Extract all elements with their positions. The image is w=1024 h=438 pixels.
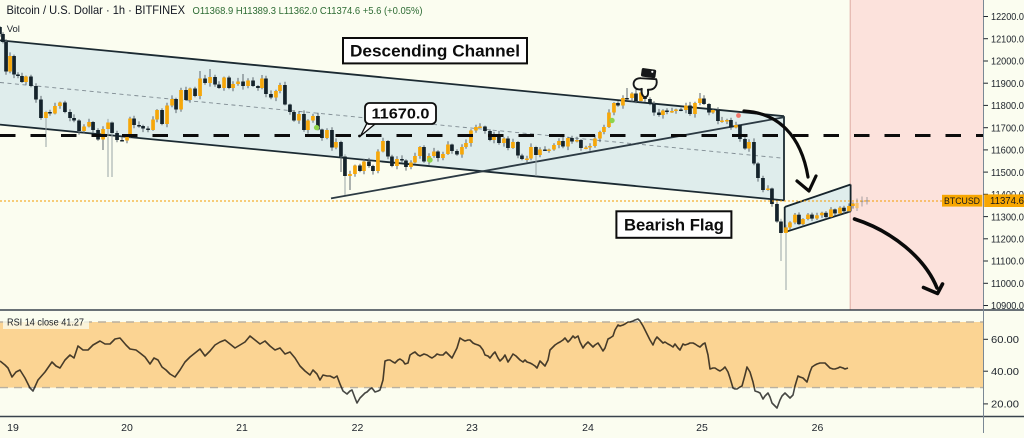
svg-text:11500.0: 11500.0 bbox=[991, 167, 1024, 179]
svg-text:11300.0: 11300.0 bbox=[991, 211, 1024, 223]
svg-text:11200.0: 11200.0 bbox=[991, 234, 1024, 246]
svg-text:21: 21 bbox=[236, 422, 248, 433]
svg-text:Descending Channel: Descending Channel bbox=[350, 43, 520, 61]
svg-text:Bearish Flag: Bearish Flag bbox=[624, 217, 724, 235]
svg-text:19: 19 bbox=[7, 422, 19, 433]
svg-text:Bitcoin / U.S. Dollar · 1h · B: Bitcoin / U.S. Dollar · 1h · BITFINEX bbox=[7, 3, 186, 17]
svg-text:60.00: 60.00 bbox=[991, 334, 1019, 346]
svg-text:Vol: Vol bbox=[7, 24, 20, 35]
svg-text:11100.0: 11100.0 bbox=[991, 256, 1024, 268]
svg-text:23: 23 bbox=[466, 422, 478, 433]
svg-text:12200.0: 12200.0 bbox=[991, 11, 1024, 23]
svg-text:12100.0: 12100.0 bbox=[991, 33, 1024, 45]
svg-text:11700.0: 11700.0 bbox=[991, 122, 1024, 134]
svg-text:11000.0: 11000.0 bbox=[991, 278, 1024, 290]
svg-text:11600.0: 11600.0 bbox=[991, 145, 1024, 157]
svg-text:26: 26 bbox=[812, 422, 824, 433]
svg-text:11670.0: 11670.0 bbox=[372, 107, 430, 123]
svg-text:11900.0: 11900.0 bbox=[991, 78, 1024, 90]
svg-text:20: 20 bbox=[121, 422, 133, 433]
svg-text:BTCUSD: BTCUSD bbox=[944, 196, 980, 207]
svg-text:22: 22 bbox=[352, 422, 364, 433]
svg-text:12000.0: 12000.0 bbox=[991, 56, 1024, 68]
svg-text:10900.0: 10900.0 bbox=[991, 300, 1024, 312]
svg-text:20.00: 20.00 bbox=[991, 399, 1019, 411]
svg-text:RSI 14 close 41.27: RSI 14 close 41.27 bbox=[7, 318, 84, 329]
svg-text:11374.6: 11374.6 bbox=[990, 195, 1024, 207]
svg-text:O11368.9 H11389.3 L11362.0 C11: O11368.9 H11389.3 L11362.0 C11374.6 +5.6… bbox=[193, 5, 423, 17]
svg-text:40.00: 40.00 bbox=[991, 366, 1019, 378]
svg-text:25: 25 bbox=[696, 422, 708, 433]
svg-text:24: 24 bbox=[582, 422, 594, 433]
svg-text:11800.0: 11800.0 bbox=[991, 100, 1024, 112]
